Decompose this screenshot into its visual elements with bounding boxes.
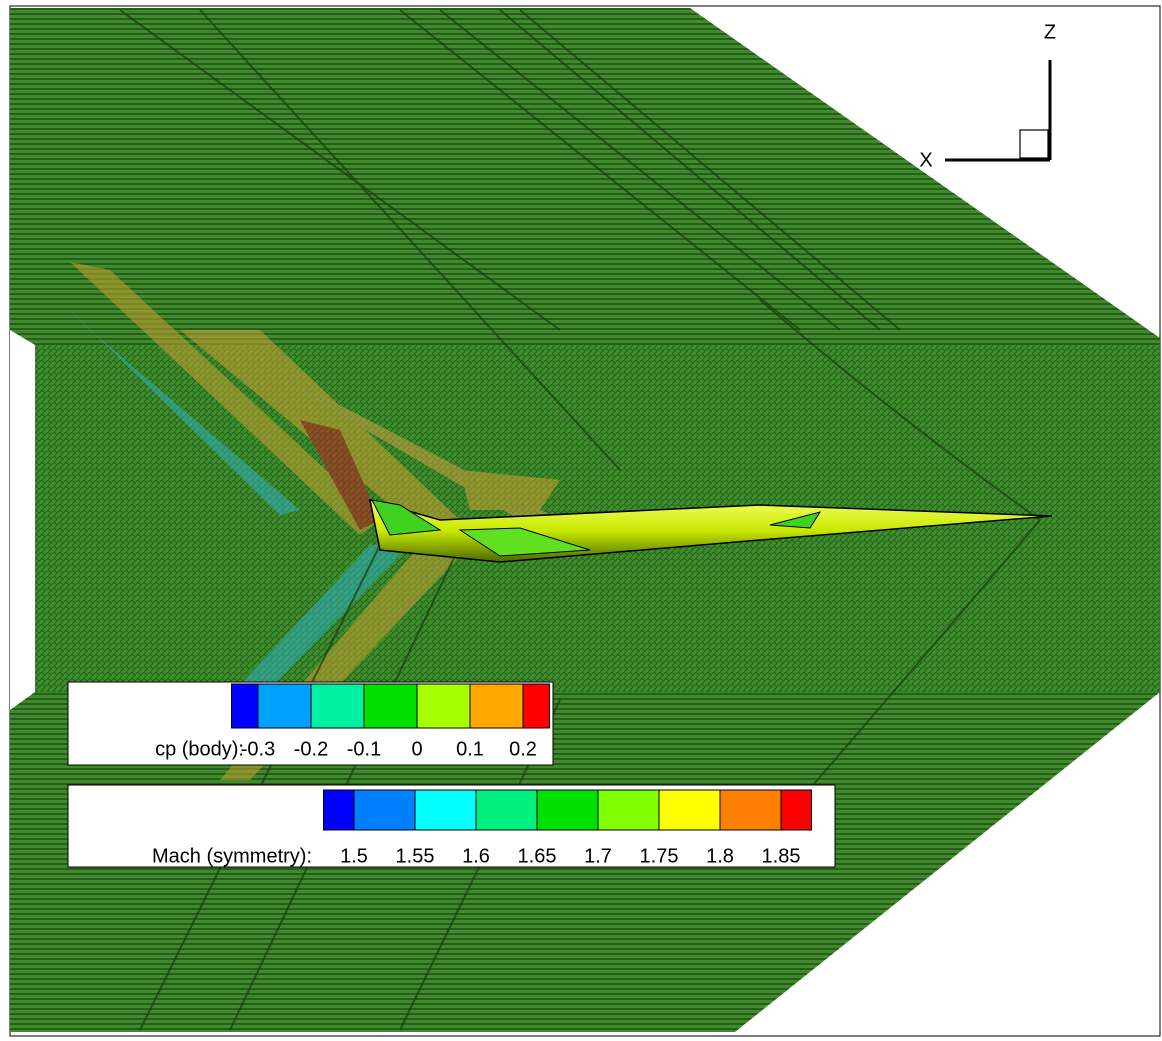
level-label: 1.85 — [762, 845, 801, 867]
color-swatch — [324, 790, 355, 830]
x-label: X — [919, 149, 932, 171]
z-label: Z — [1044, 21, 1056, 43]
color-swatch — [311, 684, 364, 728]
color-swatch — [598, 790, 659, 830]
color-swatch — [476, 790, 537, 830]
legend-title: cp (body): — [155, 738, 244, 760]
color-swatch — [415, 790, 476, 830]
color-swatch — [470, 684, 523, 728]
color-swatch — [781, 790, 812, 830]
white-notch — [10, 330, 35, 710]
level-label: -0.3 — [241, 738, 275, 760]
color-swatch — [364, 684, 417, 728]
color-swatch — [232, 684, 259, 728]
visualization: Z X cp (body):-0.3 -0.2 -0.1 0 0.1 0.2 Mach (s… — [0, 0, 1162, 1041]
color-swatch — [537, 790, 598, 830]
level-label: -0.1 — [347, 738, 381, 760]
color-swatch — [258, 684, 311, 728]
color-swatch — [523, 684, 550, 728]
level-label: 1.6 — [462, 845, 490, 867]
level-label: 1.75 — [640, 845, 679, 867]
level-label: -0.2 — [294, 738, 328, 760]
level-label: 0 — [411, 738, 422, 760]
level-label: 1.65 — [518, 845, 557, 867]
page: {"axes": {"z": "Z", "x": "X"}, "legends"… — [0, 0, 1162, 1041]
level-label: 1.7 — [584, 845, 612, 867]
color-swatch — [659, 790, 720, 830]
color-swatch — [720, 790, 781, 830]
level-label: 0.1 — [456, 738, 484, 760]
level-label: 1.8 — [706, 845, 734, 867]
level-label: 1.55 — [396, 845, 435, 867]
color-swatch — [417, 684, 470, 728]
level-label: 1.5 — [340, 845, 368, 867]
color-swatch — [354, 790, 415, 830]
level-label: 0.2 — [509, 738, 537, 760]
legend-title: Mach (symmetry): — [152, 845, 312, 867]
